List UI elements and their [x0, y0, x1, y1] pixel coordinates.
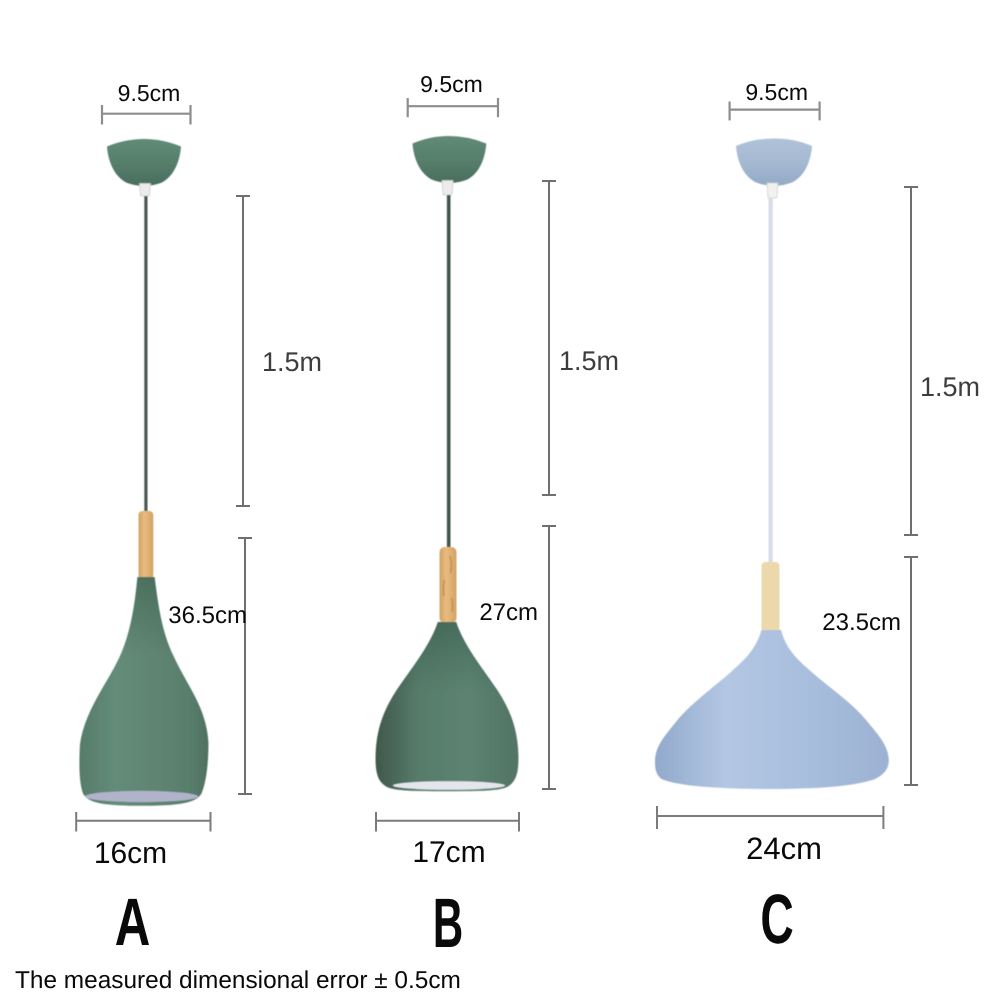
svg-text:1.5m: 1.5m: [920, 372, 980, 402]
svg-text:23.5cm: 23.5cm: [822, 609, 901, 636]
svg-text:C: C: [760, 880, 793, 958]
svg-text:9.5cm: 9.5cm: [745, 79, 808, 105]
svg-text:The measured dimensional error: The measured dimensional error ± 0.5cm: [15, 967, 461, 994]
svg-text:9.5cm: 9.5cm: [118, 80, 181, 106]
svg-text:A: A: [115, 885, 151, 960]
svg-text:36.5cm: 36.5cm: [168, 602, 247, 629]
svg-text:1.5m: 1.5m: [559, 346, 619, 376]
svg-text:27cm: 27cm: [479, 599, 538, 626]
svg-text:1.5m: 1.5m: [262, 347, 322, 377]
svg-text:17cm: 17cm: [412, 836, 485, 869]
svg-text:24cm: 24cm: [746, 831, 822, 866]
svg-text:9.5cm: 9.5cm: [420, 71, 483, 97]
svg-text:B: B: [433, 884, 463, 962]
svg-text:16cm: 16cm: [94, 837, 167, 870]
